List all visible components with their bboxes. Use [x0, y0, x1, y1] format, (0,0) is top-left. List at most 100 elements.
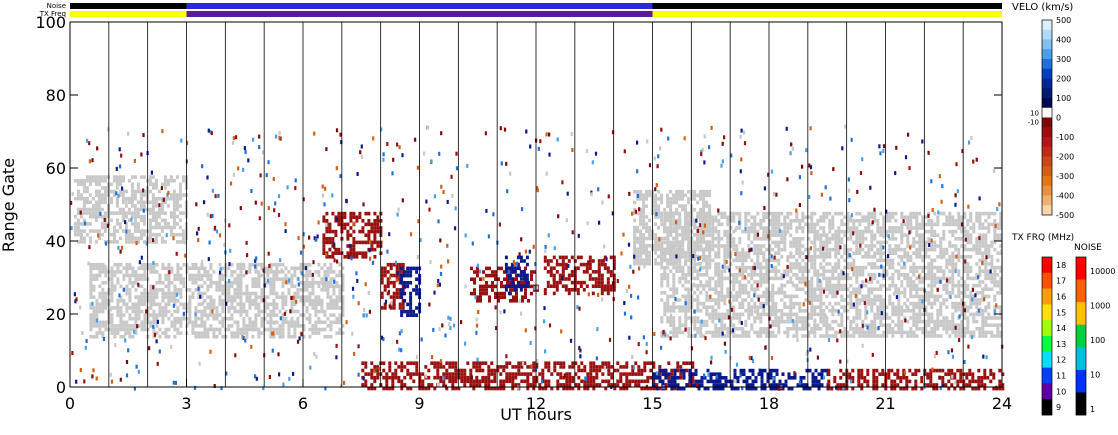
x-tick-label: 18	[759, 394, 779, 413]
velocity-color-swatch	[1042, 185, 1052, 196]
noise-color-swatch	[1076, 324, 1086, 348]
noise-color-swatch	[1076, 369, 1086, 393]
velocity-color-swatch	[1042, 78, 1052, 89]
velocity-side-label: -10	[1028, 119, 1039, 127]
velocity-tick-label: 200	[1056, 75, 1071, 84]
txfreq-tick-label: 13	[1056, 340, 1066, 349]
velocity-color-swatch	[1042, 205, 1052, 216]
txfreq-bar-label: TX Freq	[39, 10, 66, 18]
velocity-tick-label: 100	[1056, 94, 1071, 103]
y-axis-label: Range Gate	[0, 158, 18, 252]
velocity-tick-label: 300	[1056, 55, 1071, 64]
txfreq-tick-label: 18	[1056, 261, 1066, 270]
noise-tick-label: 10	[1090, 371, 1100, 380]
x-tick-label: 12	[526, 394, 546, 413]
velocity-color-swatch	[1042, 88, 1052, 99]
txfreq-color-swatch	[1042, 272, 1052, 289]
txfreq-color-swatch	[1042, 257, 1052, 274]
velocity-tick-label: 500	[1056, 16, 1071, 25]
noise-tick-label: 1	[1090, 405, 1095, 414]
velocity-tick-label: 400	[1056, 36, 1071, 45]
velocity-color-swatch	[1042, 117, 1052, 128]
scatter-region	[322, 211, 383, 259]
scatter-region	[827, 368, 1005, 391]
velocity-color-swatch	[1042, 107, 1052, 118]
velocity-color-swatch	[1042, 176, 1052, 187]
y-tick-label: 20	[46, 305, 66, 324]
noise-tick-label: 100	[1090, 336, 1105, 345]
noise-color-swatch	[1076, 257, 1086, 280]
x-tick-label: 6	[298, 394, 308, 413]
scatter-region	[652, 368, 830, 391]
velocity-color-swatch	[1042, 195, 1052, 206]
txfreq-color-swatch	[1042, 399, 1052, 416]
velocity-color-swatch	[1042, 137, 1052, 148]
y-tick-label: 40	[46, 232, 66, 251]
velocity-tick-label: -100	[1056, 133, 1074, 142]
velocity-colorbar-frame	[1041, 19, 1053, 216]
scatter-region	[660, 211, 1003, 338]
txfreq-color-swatch	[1042, 288, 1052, 305]
txfreq-bar-segment	[186, 11, 653, 17]
scatter-region	[543, 255, 616, 296]
velocity-color-swatch	[1042, 166, 1052, 177]
scatter-region	[361, 361, 695, 391]
velocity-color-swatch	[1042, 146, 1052, 157]
velocity-tick-label: -200	[1056, 153, 1074, 162]
scatter-region	[73, 175, 188, 244]
txfreq-tick-label: 10	[1056, 387, 1066, 396]
velocity-tick-label: -400	[1056, 192, 1074, 201]
velocity-color-swatch	[1042, 20, 1052, 31]
y-tick-label: 100	[35, 13, 66, 32]
velocity-colorbar-title: VELO (km/s)	[1012, 2, 1073, 13]
txfreq-tick-label: 15	[1056, 308, 1066, 317]
noise-tick-label: 1000	[1090, 302, 1110, 311]
txfreq-tick-label: 12	[1056, 356, 1066, 365]
noise-color-swatch	[1076, 279, 1086, 303]
y-tick-label: 60	[46, 159, 66, 178]
y-tick-label: 0	[56, 378, 66, 397]
noise-color-swatch	[1076, 302, 1086, 326]
x-axis-label: UT hours	[500, 405, 572, 424]
txfreq-tick-label: 14	[1056, 324, 1066, 333]
noise-colorbar-title: NOISE	[1074, 243, 1102, 253]
x-tick-label: 24	[992, 394, 1012, 413]
velocity-color-swatch	[1042, 68, 1052, 79]
velocity-color-swatch	[1042, 39, 1052, 50]
velocity-color-swatch	[1042, 127, 1052, 138]
txfreq-color-swatch	[1042, 336, 1052, 353]
velocity-color-swatch	[1042, 59, 1052, 70]
noise-colorbar-frame	[1075, 256, 1087, 416]
noise-color-swatch	[1076, 392, 1086, 416]
noise-bar-label: Noise	[47, 2, 66, 10]
noise-color-swatch	[1076, 347, 1086, 371]
y-tick-label: 80	[46, 86, 66, 105]
txfreq-color-swatch	[1042, 367, 1052, 384]
x-tick-label: 15	[642, 394, 662, 413]
txfreq-color-swatch	[1042, 383, 1052, 400]
txfreq-colorbar-frame	[1041, 256, 1053, 416]
velocity-side-label: 10	[1030, 110, 1039, 118]
txfreq-colorbar-title: TX FRQ (MHz)	[1011, 233, 1074, 243]
txfreq-tick-label: 16	[1056, 293, 1066, 302]
txfreq-bar-segment	[652, 11, 1002, 17]
x-tick-label: 0	[65, 394, 75, 413]
noise-bar-segment	[652, 3, 1002, 9]
txfreq-color-swatch	[1042, 351, 1052, 368]
velocity-tick-label: -300	[1056, 172, 1074, 181]
velocity-color-swatch	[1042, 49, 1052, 60]
noise-bar-segment	[186, 3, 653, 9]
scatter-region	[633, 189, 712, 266]
noise-bar-segment	[70, 3, 187, 9]
x-tick-label: 9	[414, 394, 424, 413]
noise-tick-label: 10000	[1090, 267, 1115, 276]
txfreq-bar-segment	[70, 11, 187, 17]
txfreq-tick-label: 11	[1056, 372, 1066, 381]
velocity-tick-label: -500	[1056, 211, 1074, 220]
x-tick-label: 3	[181, 394, 191, 413]
x-tick-label: 21	[875, 394, 895, 413]
txfreq-color-swatch	[1042, 320, 1052, 337]
velocity-tick-label: 0	[1056, 114, 1061, 123]
velocity-color-swatch	[1042, 29, 1052, 40]
